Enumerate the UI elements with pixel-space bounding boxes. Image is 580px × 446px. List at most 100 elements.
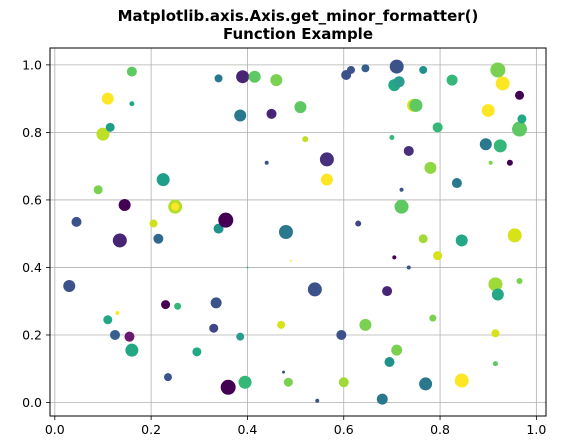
data-point	[406, 265, 411, 270]
data-point	[236, 70, 250, 84]
data-point	[418, 234, 428, 244]
data-point	[506, 159, 513, 166]
data-point	[481, 103, 495, 117]
data-point	[270, 74, 283, 87]
data-point	[218, 212, 234, 228]
data-point	[315, 398, 320, 403]
data-point	[320, 173, 333, 186]
data-point	[389, 59, 404, 74]
data-point	[124, 331, 135, 342]
data-point	[282, 370, 286, 374]
data-point	[220, 379, 236, 395]
data-point	[394, 199, 409, 214]
data-point	[302, 136, 309, 143]
data-point	[515, 90, 525, 100]
data-point	[455, 234, 468, 247]
data-point	[490, 62, 506, 78]
data-point	[214, 74, 223, 83]
data-point	[392, 255, 397, 260]
data-point	[491, 288, 504, 301]
data-point	[319, 152, 334, 167]
data-point	[488, 160, 493, 165]
data-point	[110, 329, 121, 340]
data-point	[384, 356, 395, 367]
axis-ticks: 0.0 0.2 0.4 0.6 0.8 1.0 0.0 0.2 0.4 0.6 0.8 1.0	[22, 57, 546, 437]
data-point	[71, 216, 82, 227]
x-tick-label: 0.6	[334, 422, 354, 437]
data-point	[479, 138, 492, 151]
data-point	[376, 393, 388, 405]
data-point	[492, 361, 498, 367]
data-point	[516, 277, 523, 284]
data-point	[103, 315, 113, 325]
data-point	[118, 198, 131, 211]
data-point	[399, 187, 404, 192]
data-point	[403, 145, 414, 156]
data-point	[153, 233, 164, 244]
data-point	[307, 282, 322, 297]
x-tick-label: 0.0	[45, 422, 65, 437]
x-tick-label: 0.8	[430, 422, 450, 437]
data-point	[125, 343, 139, 357]
data-point	[391, 344, 403, 356]
data-point	[507, 228, 522, 243]
data-point	[409, 98, 423, 112]
y-tick-label: 0.2	[22, 327, 42, 342]
data-point	[454, 373, 469, 388]
data-point	[278, 225, 293, 239]
data-point	[213, 223, 224, 234]
data-point	[389, 134, 395, 140]
data-point	[488, 277, 503, 292]
data-point	[266, 108, 277, 119]
data-point	[236, 332, 245, 341]
data-point	[419, 377, 433, 391]
data-point	[495, 76, 510, 91]
data-point	[210, 297, 222, 309]
data-point	[248, 70, 261, 83]
data-point	[163, 373, 172, 382]
x-tick-label: 0.2	[141, 422, 161, 437]
data-point	[283, 377, 293, 387]
data-point	[491, 329, 500, 338]
data-point	[192, 347, 202, 357]
data-point	[234, 109, 247, 122]
data-point	[446, 74, 458, 86]
chart-title-line-1: Matplotlib.axis.Axis.get_minor_formatter…	[118, 7, 479, 25]
data-point	[101, 92, 114, 105]
x-tick-label: 1.0	[526, 422, 546, 437]
y-tick-label: 0.6	[22, 192, 42, 207]
data-point	[171, 202, 180, 211]
data-point	[156, 173, 170, 187]
data-point	[433, 251, 443, 261]
data-points	[63, 59, 528, 405]
y-tick-label: 0.4	[22, 260, 42, 275]
data-point	[93, 185, 103, 195]
data-point	[238, 375, 252, 389]
data-point	[161, 300, 171, 310]
y-tick-label: 0.0	[22, 395, 42, 410]
data-point	[512, 121, 528, 137]
data-point	[174, 302, 182, 310]
data-point	[346, 65, 355, 74]
data-point	[451, 178, 462, 189]
data-point	[289, 259, 292, 262]
data-point	[336, 329, 347, 340]
data-point	[264, 160, 269, 165]
data-point	[382, 286, 393, 297]
data-point	[424, 161, 437, 174]
axes-frame	[49, 47, 547, 417]
data-point	[112, 233, 127, 248]
data-point	[63, 280, 76, 293]
data-point	[429, 314, 437, 322]
data-point	[355, 220, 362, 227]
grid	[50, 48, 546, 416]
data-point	[493, 139, 507, 153]
data-point	[294, 101, 307, 114]
data-point	[115, 311, 120, 316]
data-point	[393, 76, 405, 88]
data-point	[338, 377, 349, 388]
data-point	[126, 66, 137, 77]
data-point	[96, 127, 110, 141]
y-tick-label: 1.0	[22, 57, 42, 72]
